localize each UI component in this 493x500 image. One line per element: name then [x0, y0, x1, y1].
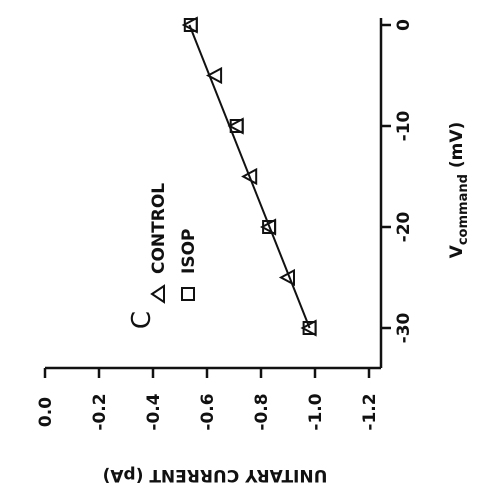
x-axis-title: Vcommand (mV) — [447, 122, 471, 259]
y-tick-label: -1.2 — [360, 393, 380, 430]
y-tick-label: -0.4 — [144, 393, 164, 430]
legend-control-label: CONTROL — [149, 183, 169, 274]
x-axis-title-unit: (mV) — [447, 122, 467, 168]
y-ticks: 0.0 -0.2 -0.4 -0.6 -0.8 -1.0 -1.2 — [36, 368, 380, 431]
y-tick-label: -0.2 — [90, 393, 110, 430]
y-tick-label: -0.8 — [252, 393, 272, 430]
x-tick-label: 0 — [394, 19, 414, 31]
isop-point — [302, 321, 317, 335]
legend-2: ISOP — [179, 229, 199, 301]
control-point — [241, 167, 258, 186]
control-point — [278, 268, 295, 287]
x-tick-label: -10 — [394, 110, 414, 141]
data-markers — [181, 16, 317, 337]
isop-point — [229, 119, 244, 133]
x-tick-label: -20 — [394, 211, 414, 242]
legend-control-marker — [150, 284, 165, 304]
control-point — [205, 66, 223, 85]
legend: CONTROL — [149, 183, 169, 304]
y-tick-label: 0.0 — [36, 397, 56, 427]
legend-isop-marker — [181, 287, 195, 301]
y-tick-label: -1.0 — [306, 393, 326, 430]
y-tick-label: -0.6 — [198, 393, 218, 430]
legend-isop-label: ISOP — [179, 229, 199, 274]
x-ticks: 0 -10 -20 -30 — [381, 19, 414, 343]
panel-letter: C — [127, 311, 157, 329]
isop-point — [183, 18, 198, 32]
y-axis-title: UNITARY CURRENT (pA) — [103, 465, 328, 485]
x-tick-label: -30 — [394, 312, 414, 343]
x-axis-title-main: V — [447, 244, 467, 258]
x-axis-title-sub: command — [456, 174, 471, 245]
isop-point — [262, 220, 277, 234]
